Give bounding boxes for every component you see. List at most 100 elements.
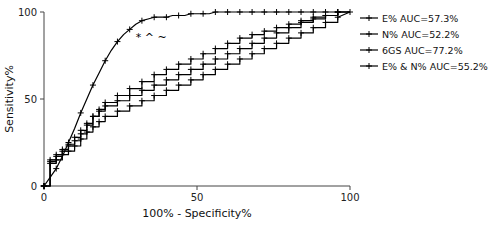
series-marker [139, 87, 145, 93]
series-marker [139, 79, 145, 85]
series-marker [212, 9, 218, 15]
series-marker [237, 56, 243, 62]
series-marker [286, 25, 292, 31]
series-marker [225, 40, 231, 46]
series-marker [139, 98, 145, 104]
series-marker [237, 9, 243, 15]
series-marker [323, 19, 329, 25]
series-marker [176, 82, 182, 88]
series-marker [200, 51, 206, 57]
series-marker [176, 61, 182, 67]
series-marker [84, 120, 90, 126]
series-marker [78, 110, 84, 116]
series-marker [323, 12, 329, 18]
series-marker [261, 28, 267, 34]
y-axis-label: Sensitivity% [3, 65, 16, 133]
series-marker [114, 39, 120, 45]
series-marker [200, 61, 206, 67]
series-marker [237, 35, 243, 41]
series-marker [212, 66, 218, 72]
series-marker [90, 82, 96, 88]
series-marker [188, 11, 194, 17]
y-tick-label: 100 [18, 7, 37, 18]
series-marker [139, 18, 145, 24]
series-marker [114, 108, 120, 114]
series-marker [102, 113, 108, 119]
series-marker [102, 103, 108, 109]
series-marker [286, 35, 292, 41]
series-marker [127, 93, 133, 99]
series-marker [151, 72, 157, 78]
series-marker [151, 82, 157, 88]
series-marker [59, 146, 65, 152]
annotation: * ^ ~ [136, 31, 167, 44]
series-marker [249, 51, 255, 57]
y-tick-label: 50 [24, 94, 37, 105]
y-tick [40, 12, 44, 13]
series-marker [47, 157, 53, 163]
series-marker [163, 14, 169, 20]
series-marker [261, 46, 267, 52]
series-marker [90, 124, 96, 130]
series-marker [298, 19, 304, 25]
series-marker [200, 72, 206, 78]
series-marker [298, 30, 304, 36]
series-marker [65, 141, 71, 147]
series-marker [114, 98, 120, 104]
series-marker [274, 40, 280, 46]
series-marker [237, 46, 243, 52]
series-marker [176, 12, 182, 18]
y-tick [40, 99, 44, 100]
series-marker [225, 51, 231, 57]
series-marker [90, 113, 96, 119]
legend-label: 6GS AUC=77.2% [382, 45, 463, 56]
series-marker [249, 40, 255, 46]
legend: E% AUC=57.3%N% AUC=52.2%6GS AUC=77.2%E% … [360, 13, 488, 72]
x-tick-label: 100 [340, 192, 359, 203]
series-marker [96, 119, 102, 125]
x-tick [197, 186, 198, 190]
series-marker [274, 9, 280, 15]
series-marker [151, 93, 157, 99]
axes: 050100050100 [18, 7, 360, 204]
series-marker [274, 30, 280, 36]
series-marker [163, 77, 169, 83]
series-marker [335, 9, 341, 15]
series-marker [335, 9, 341, 15]
series-marker [261, 35, 267, 41]
series-marker [151, 14, 157, 20]
x-tick-label: 0 [41, 192, 47, 203]
x-tick [350, 186, 351, 190]
series-marker [274, 25, 280, 31]
series-line [44, 12, 350, 186]
series-marker [41, 183, 47, 189]
series-marker [323, 12, 329, 18]
series-marker [53, 152, 59, 158]
series-marker [286, 9, 292, 15]
series-marker [225, 61, 231, 67]
legend-marker [366, 63, 372, 69]
series-marker [249, 32, 255, 38]
series-marker [335, 9, 341, 15]
legend-label: N% AUC=52.2% [382, 29, 459, 40]
series-marker [90, 113, 96, 119]
legend-marker [366, 15, 372, 21]
series [41, 9, 353, 189]
series [41, 12, 350, 189]
series-marker [114, 93, 120, 99]
series [41, 9, 350, 189]
x-axis-label: 100% - Specificity% [142, 207, 252, 220]
series-marker [96, 108, 102, 114]
series-line [44, 12, 350, 186]
x-tick-label: 50 [191, 192, 204, 203]
series-marker [212, 46, 218, 52]
series-marker [102, 58, 108, 64]
series-marker [188, 77, 194, 83]
legend-marker [366, 47, 372, 53]
series-line [44, 12, 350, 186]
chart: 050100050100100% - Specificity%Sensitivi… [0, 0, 500, 225]
series-marker [310, 16, 316, 22]
series-marker [298, 9, 304, 15]
series-marker [188, 66, 194, 72]
series-marker [310, 25, 316, 31]
